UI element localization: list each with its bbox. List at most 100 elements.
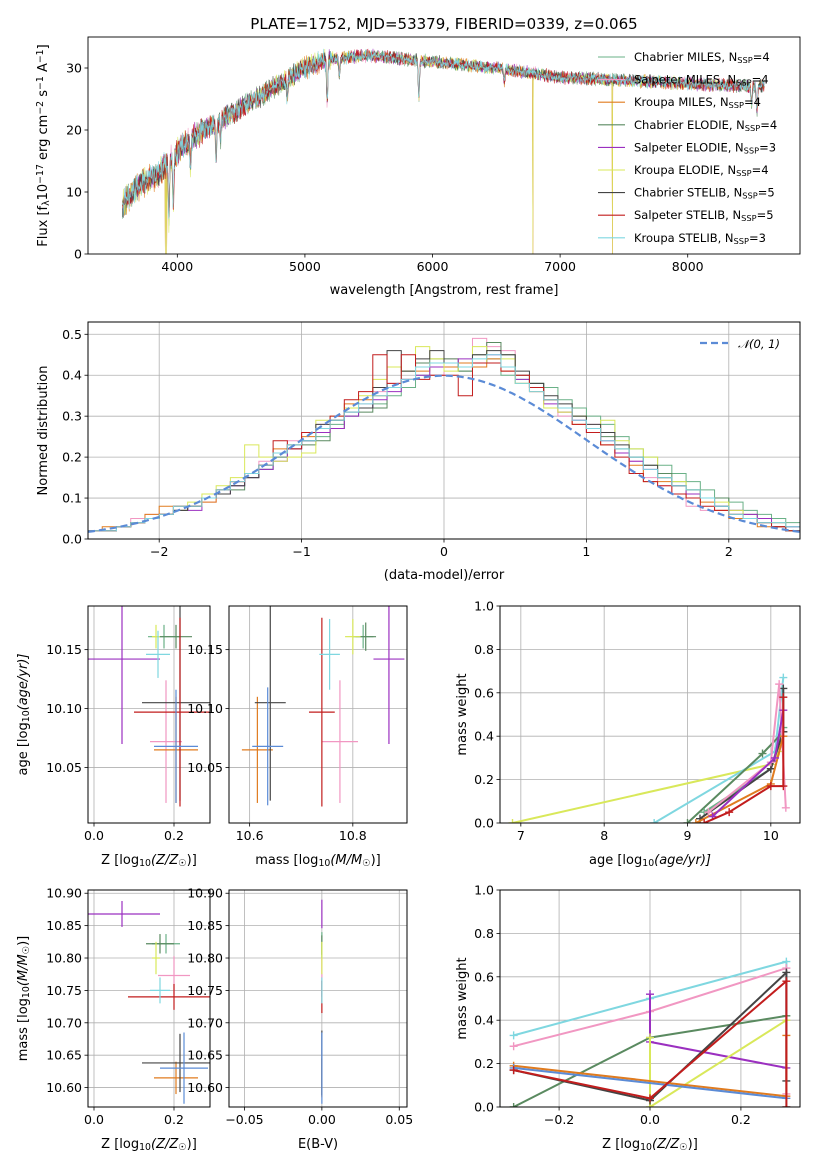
age-vs-z-xlabel-part: )] (187, 853, 197, 868)
mass-vs-z-ytick-label: 10.85 (46, 918, 82, 933)
weight-vs-age-ytick-label: 0.4 (474, 729, 494, 744)
age-vs-z-xlabel: Z [log10(Z/Z☉)] (101, 853, 197, 869)
spectrum-ytick-label: 10 (66, 185, 82, 200)
residuals-hist-5 (88, 346, 800, 539)
spectrum-xtick-label: 6000 (417, 259, 449, 274)
mass-vs-z-xlabel: Z [log10(Z/Z☉)] (101, 1137, 197, 1153)
residuals-ytick-label: 0.4 (62, 368, 82, 383)
mass-vs-ebv-xtick-label: 0.00 (308, 1112, 336, 1127)
mass-vs-z-point (128, 983, 210, 1010)
age-vs-mass-panel: 10.6 10.8 10.05 10.10 10.15 mass [log10(M/M☉)… (187, 605, 408, 869)
weight-vs-z-marker (509, 1103, 518, 1107)
spectrum-legend-entry: Chabrier STELIB, NSSP=5 (634, 186, 775, 201)
residuals-xtick-label: 1 (582, 544, 590, 559)
age-vs-mass-xlabel-part: 10 (318, 858, 330, 869)
spectrum-panel: 4000 5000 6000 7000 8000 0 10 20 30 PLATE=1752, M… (35, 15, 801, 298)
spectrum-xlabel: wavelength [Angstrom, rest frame] (330, 283, 559, 298)
mass-vs-ebv-ytick-label: 10.75 (187, 983, 223, 998)
age-vs-mass-point (345, 618, 361, 655)
weight-vs-z-marker (509, 1066, 518, 1075)
weight-vs-age-line-1 (653, 677, 785, 823)
mass-vs-z-point (150, 977, 170, 1004)
mass-vs-z-ytick-label: 10.65 (46, 1048, 82, 1063)
residuals-ytick-label: 0.5 (62, 327, 82, 342)
mass-vs-ebv-ytick-label: 10.90 (187, 886, 223, 901)
weight-vs-z-xlabel: Z [log10(Z/Z☉)] (602, 1137, 698, 1153)
mass-vs-ebv-ytick-label: 10.60 (187, 1080, 223, 1095)
spectrum-ylabel-part: s (36, 90, 51, 101)
weight-vs-age-ytick-label: 0.2 (474, 772, 494, 787)
spectrum-legend-entry-part: Chabrier STELIB, N (634, 186, 742, 200)
mass-vs-ebv-panel: −0.05 0.00 0.05 10.60 10.65 10.70 10.75 10.80 10… (187, 886, 413, 1152)
age-vs-mass-xtick-label: 10.6 (236, 828, 264, 843)
weight-vs-z-marker (509, 1042, 518, 1051)
spectrum-ylabel-part: erg cm (36, 115, 51, 164)
age-vs-z-xlabel-part: 10 (139, 858, 151, 869)
mass-vs-z-xtick-label: 0.0 (84, 1112, 104, 1127)
spectrum-legend-entry: Salpeter MILES, NSSP=4 (634, 73, 769, 88)
weight-vs-age-xlabel: age [log10(age/yr)] (589, 853, 711, 869)
spectrum-legend-entry-part: =4 (752, 163, 769, 177)
spectrum-legend-entry: Salpeter ELODIE, NSSP=3 (634, 140, 776, 155)
age-vs-z-xlabel-part: (Z/Z (151, 853, 179, 868)
residuals-ytick-label: 0.0 (62, 532, 82, 547)
spectrum-legend-entry-part: SSP (745, 123, 760, 133)
mass-vs-ebv-frame-top (228, 889, 408, 1108)
weight-vs-z-xlabel-part: ☉ (679, 1142, 687, 1153)
spectrum-ytick-label: 0 (74, 247, 82, 262)
weight-vs-age-grid (500, 605, 800, 824)
weight-vs-z-xtick-label: −0.2 (544, 1112, 574, 1127)
residuals-ylabel: Normed distribution (36, 366, 51, 496)
weight-vs-age-marker (779, 693, 788, 702)
spectrum-legend-entry-part: SSP (741, 213, 756, 223)
spectrum-ylabel-part: λ (41, 200, 52, 206)
spectrum-legend-entry-part: Kroupa MILES, N (634, 95, 729, 109)
age-vs-z-xlabel-part: ☉ (178, 858, 186, 869)
weight-vs-z-xtick-label: 0.0 (640, 1112, 660, 1127)
age-vs-z-ytick-label: 10.15 (46, 642, 82, 657)
weight-vs-z-ytick-label: 0.4 (474, 1013, 494, 1028)
spectrum-legend-entry-part: =4 (744, 95, 761, 109)
mass-vs-z-xlabel-part: Z [log (101, 1137, 139, 1152)
weight-vs-age-marker (781, 803, 790, 812)
mass-vs-z-ylabel-part: 10 (21, 986, 32, 998)
weight-vs-z-xlabel-part: )] (688, 1137, 698, 1152)
mass-vs-z-ylabel-part: (M/M (16, 954, 31, 986)
age-vs-z-frame-top (87, 605, 211, 824)
mass-vs-z-ylabel: mass [log10(M/M☉)] (16, 936, 32, 1062)
age-vs-z-ylabel-part: age [log (16, 722, 31, 775)
weight-vs-z-ytick-label: 1.0 (474, 883, 494, 898)
mass-vs-z-ytick-label: 10.80 (46, 951, 82, 966)
weight-vs-age-ytick-label: 0.6 (474, 685, 494, 700)
weight-vs-age-plot-area (508, 673, 790, 823)
residuals-xtick-label: 0 (440, 544, 448, 559)
mass-vs-z-panel: 0.0 0.2 10.60 10.65 10.70 10.75 10.80 10.85 10.9… (16, 886, 211, 1153)
mass-vs-z-point (142, 1033, 210, 1093)
weight-vs-age-xtick-label: 9 (684, 828, 692, 843)
age-vs-mass-grid (229, 606, 407, 823)
residuals-xtick-label: −1 (292, 544, 310, 559)
weight-vs-z-marker (509, 1031, 518, 1040)
weight-vs-z-ytick-label: 0.8 (474, 926, 494, 941)
age-vs-mass-xlabel-part: )] (371, 853, 381, 868)
mass-vs-z-ytick-label: 10.75 (46, 983, 82, 998)
age-vs-mass-point (373, 606, 405, 744)
weight-vs-z-ylabel: mass weight (455, 957, 470, 1039)
spectrum-ytick-label: 30 (66, 61, 82, 76)
weight-vs-z-marker (782, 1103, 791, 1107)
mass-vs-z-point (146, 934, 174, 954)
age-vs-z-xtick-label: 0.2 (164, 828, 184, 843)
spectrum-ytick-label: 20 (66, 123, 82, 138)
residuals-normal-curve (88, 374, 800, 533)
spectrum-legend-entry: Chabrier ELODIE, NSSP=4 (634, 118, 777, 133)
age-vs-z-point (88, 606, 160, 744)
mass-vs-z-plot-area (88, 901, 210, 1104)
age-vs-mass-ytick-label: 10.05 (187, 760, 223, 775)
mass-vs-z-point (154, 1061, 198, 1095)
residuals-legend-label: 𝒩(0, 1) (738, 337, 780, 351)
weight-vs-z-marker (646, 1094, 654, 1103)
weight-vs-age-ytick-label: 0.8 (474, 642, 494, 657)
age-vs-mass-ytick-label: 10.15 (187, 642, 223, 657)
age-vs-z-ylabel-part: (age/yr)] (16, 654, 31, 711)
spectrum-ylabel-part: −1 (35, 49, 46, 63)
